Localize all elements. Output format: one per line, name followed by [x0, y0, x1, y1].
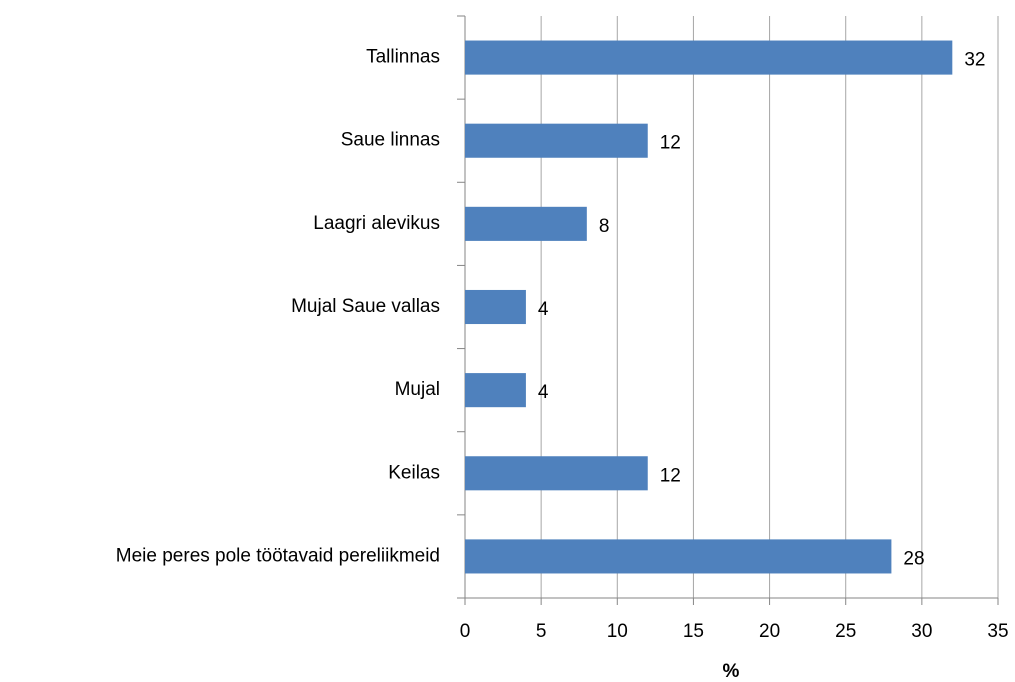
data-label: 12 [660, 133, 681, 154]
x-tick-label: 35 [987, 621, 1008, 642]
data-label: 32 [964, 50, 985, 71]
bar [465, 456, 648, 491]
data-label: 12 [660, 465, 681, 486]
y-tick-label: Tallinnas [366, 47, 440, 68]
x-tick-label: 25 [835, 621, 856, 642]
data-label: 4 [538, 382, 549, 403]
bar [465, 539, 892, 574]
x-tick-label: 30 [911, 621, 932, 642]
y-tick-label: Mujal Saue vallas [291, 296, 440, 317]
y-tick-label: Keilas [388, 462, 440, 483]
y-tick-label: Mujal [395, 379, 440, 400]
y-tick-label: Saue linnas [341, 130, 440, 151]
bar [465, 40, 953, 75]
bar [465, 123, 648, 158]
bar [465, 373, 526, 408]
x-tick-label: 5 [536, 621, 547, 642]
data-label: 28 [903, 548, 924, 569]
x-tick-label: 0 [460, 621, 471, 642]
x-tick-label: 15 [683, 621, 704, 642]
y-tick-label: Laagri alevikus [313, 213, 440, 234]
data-label: 8 [599, 216, 610, 237]
x-tick-label: 10 [607, 621, 628, 642]
data-label: 4 [538, 299, 549, 320]
y-tick-label: Meie peres pole töötavaid pereliikmeid [116, 545, 440, 566]
x-tick-label: 20 [759, 621, 780, 642]
x-axis-label: % [723, 661, 740, 682]
bar [465, 289, 526, 325]
bar [465, 206, 587, 241]
